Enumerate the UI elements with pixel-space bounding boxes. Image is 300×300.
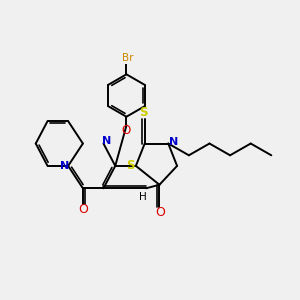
Text: N: N — [169, 137, 178, 147]
Text: N: N — [102, 136, 112, 146]
Text: N: N — [60, 161, 69, 171]
Text: Br: Br — [122, 53, 134, 63]
Text: H: H — [140, 192, 147, 202]
Text: O: O — [122, 124, 131, 137]
Text: S: S — [139, 106, 148, 119]
Text: O: O — [155, 206, 165, 219]
Text: S: S — [126, 159, 135, 172]
Text: O: O — [78, 203, 88, 216]
